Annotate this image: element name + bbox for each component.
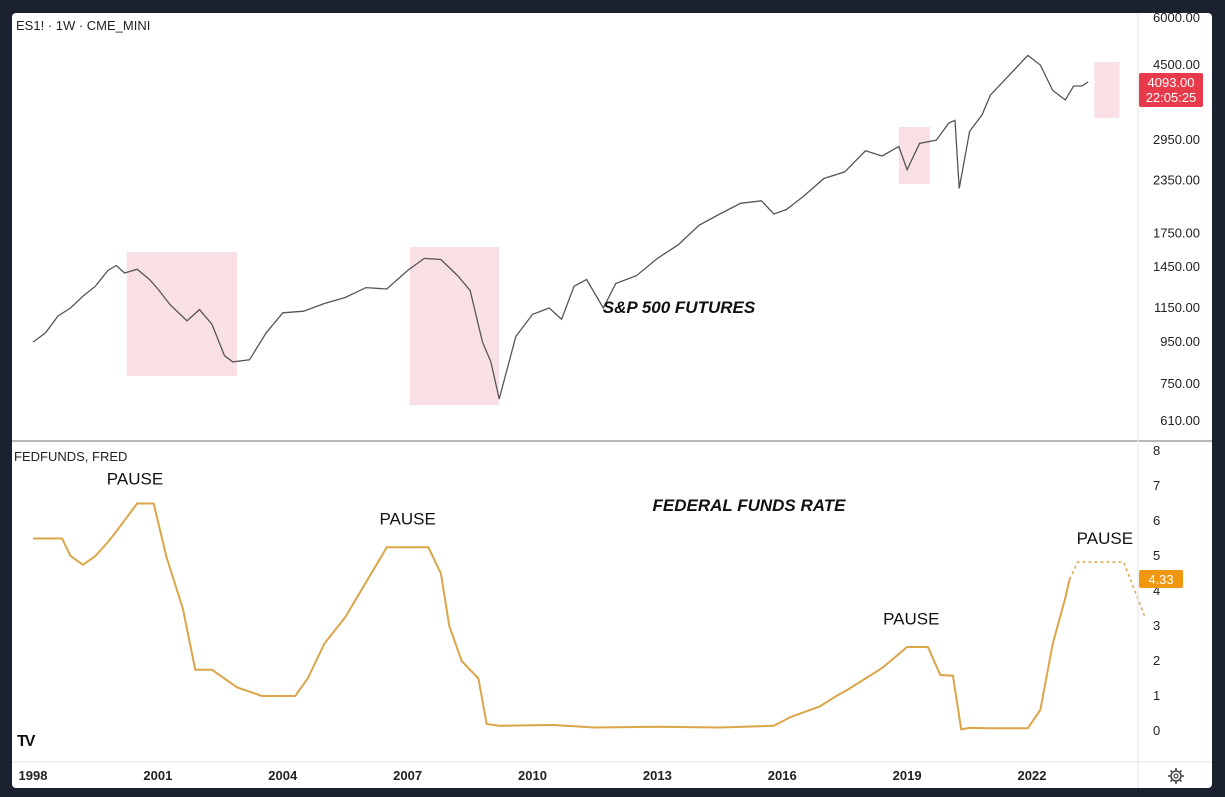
last-rate-value: 4.33 bbox=[1148, 572, 1173, 587]
highlight-group bbox=[126, 62, 1120, 405]
fedfunds-projection-line bbox=[1068, 561, 1146, 616]
chart-canvas[interactable]: ES1! · 1W · CME_MINI S&P 500 FUTURES 600… bbox=[12, 13, 1212, 788]
rate-axis-tick: 5 bbox=[1153, 548, 1160, 563]
price-axis-tick: 4500.00 bbox=[1153, 57, 1200, 72]
sp500-pane[interactable]: ES1! · 1W · CME_MINI S&P 500 FUTURES 600… bbox=[16, 13, 1203, 428]
fedfunds-rate-line bbox=[33, 502, 1071, 731]
bar-countdown: 22:05:25 bbox=[1146, 90, 1197, 105]
fedfunds-symbol-label[interactable]: FEDFUNDS, FRED bbox=[14, 449, 127, 464]
pause-label: PAUSE bbox=[379, 510, 435, 529]
pause-label: PAUSE bbox=[107, 469, 163, 488]
fedfunds-title: FEDERAL FUNDS RATE bbox=[653, 496, 847, 515]
sp500-symbol-label[interactable]: ES1! · 1W · CME_MINI bbox=[16, 18, 150, 33]
tradingview-logo[interactable]: TV bbox=[17, 733, 38, 750]
last-price-value: 4093.00 bbox=[1148, 75, 1195, 90]
price-axis-tick: 750.00 bbox=[1160, 376, 1200, 391]
rate-axis[interactable]: 8 7 6 5 4 3 2 1 0 bbox=[1153, 443, 1160, 738]
gear-icon[interactable] bbox=[1168, 768, 1184, 784]
sp500-title: S&P 500 FUTURES bbox=[603, 298, 756, 317]
fedfunds-pane[interactable]: FEDFUNDS, FRED FEDERAL FUNDS RATE PAUSE … bbox=[14, 443, 1183, 750]
price-axis-tick: 1750.00 bbox=[1153, 225, 1200, 240]
pause-label: PAUSE bbox=[883, 609, 939, 628]
chart-frame: ES1! · 1W · CME_MINI S&P 500 FUTURES 600… bbox=[12, 13, 1212, 788]
last-rate-tag: 4.33 bbox=[1139, 570, 1183, 588]
rate-axis-tick: 7 bbox=[1153, 478, 1160, 493]
rate-axis-tick: 2 bbox=[1153, 653, 1160, 668]
price-axis-tick: 950.00 bbox=[1160, 334, 1200, 349]
price-axis-tick: 1450.00 bbox=[1153, 259, 1200, 274]
highlight-region bbox=[1094, 62, 1120, 118]
price-axis-tick: 6000.00 bbox=[1153, 13, 1200, 25]
rate-axis-tick: 3 bbox=[1153, 618, 1160, 633]
time-axis[interactable]: 1998 2001 2004 2007 2010 2013 2016 2019 2022 bbox=[19, 768, 1047, 783]
price-axis-tick: 610.00 bbox=[1160, 413, 1200, 428]
pause-label: PAUSE bbox=[1077, 529, 1133, 548]
rate-axis-tick: 6 bbox=[1153, 513, 1160, 528]
time-axis-tick: 2010 bbox=[518, 768, 547, 783]
time-axis-tick: 2022 bbox=[1018, 768, 1047, 783]
time-axis-tick: 2004 bbox=[268, 768, 298, 783]
time-axis-tick: 1998 bbox=[19, 768, 48, 783]
time-axis-tick: 2007 bbox=[393, 768, 422, 783]
rate-axis-tick: 0 bbox=[1153, 723, 1160, 738]
time-axis-tick: 2019 bbox=[893, 768, 922, 783]
price-axis-tick: 2950.00 bbox=[1153, 132, 1200, 147]
price-axis[interactable]: 6000.00 4500.00 2950.00 2350.00 1750.00 1450.… bbox=[1153, 13, 1200, 428]
time-axis-tick: 2013 bbox=[643, 768, 672, 783]
time-axis-tick: 2001 bbox=[143, 768, 172, 783]
price-axis-tick: 1150.00 bbox=[1154, 300, 1200, 315]
rate-axis-tick: 8 bbox=[1153, 443, 1160, 458]
price-axis-tick: 2350.00 bbox=[1153, 173, 1200, 188]
highlight-region bbox=[409, 247, 500, 405]
pause-annotations: PAUSE PAUSE PAUSE PAUSE bbox=[107, 469, 1133, 628]
rate-axis-tick: 1 bbox=[1153, 688, 1160, 703]
highlight-region bbox=[126, 252, 237, 376]
last-price-tag: 4093.00 22:05:25 bbox=[1139, 73, 1203, 107]
sp500-price-line bbox=[32, 54, 1089, 400]
tradingview-logo-mark: TV bbox=[17, 733, 36, 750]
time-axis-tick: 2016 bbox=[768, 768, 797, 783]
rate-axis-tick: 4 bbox=[1153, 583, 1160, 598]
